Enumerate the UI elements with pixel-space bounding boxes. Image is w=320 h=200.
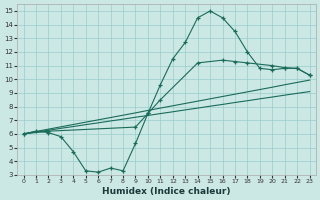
X-axis label: Humidex (Indice chaleur): Humidex (Indice chaleur)	[102, 187, 231, 196]
